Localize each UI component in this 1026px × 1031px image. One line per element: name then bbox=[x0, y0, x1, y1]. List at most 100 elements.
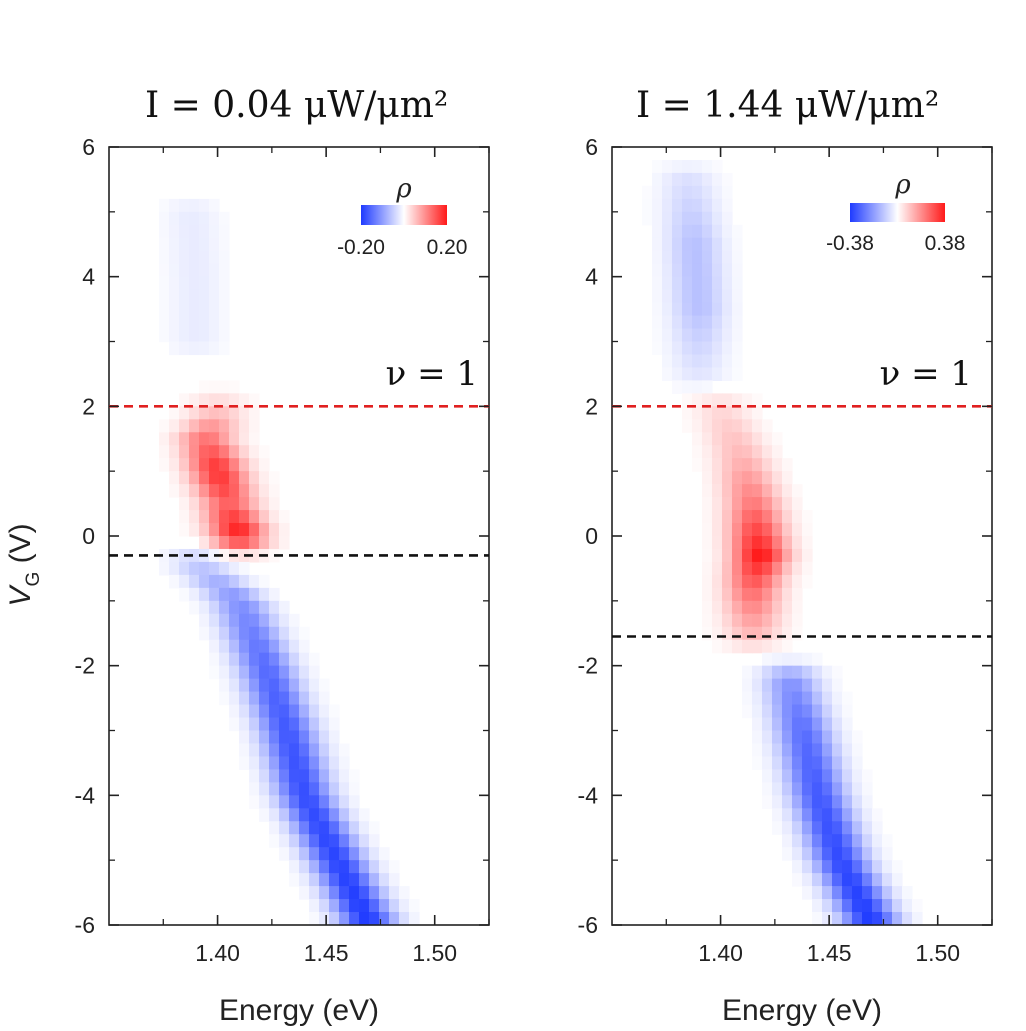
heatmap-cell bbox=[299, 665, 310, 680]
heatmap-cell bbox=[279, 795, 290, 809]
heatmap-cell bbox=[279, 834, 290, 848]
heatmap-cell bbox=[762, 419, 773, 433]
heatmap-cell bbox=[239, 445, 250, 459]
heatmap-cell bbox=[692, 406, 703, 420]
heatmap-cell bbox=[692, 315, 703, 330]
heatmap-cell bbox=[792, 795, 803, 809]
heatmap-cell bbox=[239, 510, 250, 524]
heatmap-cell bbox=[712, 626, 723, 641]
heatmap-cell bbox=[209, 224, 220, 239]
heatmap-cell bbox=[309, 834, 320, 848]
y-tick-label: 2 bbox=[82, 393, 95, 419]
heatmap-cell bbox=[339, 847, 350, 861]
heatmap-cell bbox=[782, 613, 793, 628]
heatmap-cell bbox=[722, 250, 733, 265]
heatmap-cell bbox=[852, 782, 863, 796]
heatmap-cell bbox=[872, 899, 883, 913]
heatmap-cell bbox=[229, 445, 240, 459]
heatmap-cell bbox=[862, 860, 873, 874]
heatmap-cell bbox=[259, 691, 270, 706]
heatmap-cell bbox=[792, 510, 803, 524]
heatmap-cell bbox=[812, 886, 823, 900]
heatmap-cell bbox=[369, 860, 380, 874]
heatmap-cell bbox=[159, 211, 170, 226]
heatmap-cell bbox=[722, 302, 733, 317]
heatmap-cell bbox=[712, 561, 723, 576]
heatmap-cell bbox=[712, 406, 723, 420]
heatmap-cell bbox=[209, 276, 220, 291]
heatmap-cell bbox=[712, 302, 723, 317]
heatmap-cell bbox=[702, 419, 713, 433]
heatmap-cell bbox=[349, 899, 360, 913]
heatmap-cell bbox=[209, 198, 220, 213]
heatmap-cell bbox=[359, 860, 370, 874]
heatmap-cell bbox=[299, 691, 310, 706]
heatmap-cell bbox=[732, 406, 743, 420]
y-tick-label: 4 bbox=[585, 264, 598, 290]
heatmap-cell bbox=[752, 587, 763, 602]
heatmap-cell bbox=[772, 769, 783, 783]
heatmap-cell bbox=[309, 886, 320, 900]
heatmap-cell bbox=[349, 821, 360, 835]
heatmap-cell bbox=[169, 302, 180, 317]
heatmap-cell bbox=[762, 458, 773, 472]
heatmap-cell bbox=[179, 471, 190, 485]
heatmap-cell bbox=[289, 665, 300, 680]
heatmap-cell bbox=[652, 250, 663, 265]
heatmap-cell bbox=[662, 367, 673, 381]
heatmap-cell bbox=[682, 354, 693, 369]
heatmap-cell bbox=[179, 458, 190, 472]
heatmap-cell bbox=[692, 445, 703, 459]
ticks-right: 1.40 1.45 1.50 6 4 2 0 -2 -4 -6 bbox=[578, 134, 993, 966]
heatmap-cell bbox=[289, 730, 300, 745]
heatmap-cell bbox=[712, 237, 723, 252]
heatmap-cell bbox=[169, 211, 180, 226]
reference-lines-left bbox=[109, 405, 489, 557]
heatmap-cell bbox=[289, 873, 300, 887]
heatmap-cell bbox=[672, 367, 683, 381]
heatmap-cell bbox=[642, 198, 653, 213]
heatmap-cell bbox=[239, 471, 250, 485]
heatmap-cell bbox=[762, 769, 773, 783]
heatmap-cell bbox=[772, 795, 783, 809]
heatmap-cell bbox=[852, 886, 863, 900]
heatmap-cell bbox=[279, 730, 290, 745]
heatmap-cell bbox=[259, 484, 270, 498]
heatmap-cell bbox=[692, 380, 703, 394]
heatmap-cell bbox=[772, 691, 783, 706]
heatmap-cell bbox=[852, 860, 863, 874]
heatmap-cell bbox=[219, 289, 230, 304]
heatmap-cell bbox=[712, 587, 723, 602]
heatmap-cell bbox=[159, 198, 170, 213]
heatmap-cell bbox=[359, 899, 370, 913]
heatmap-cell bbox=[892, 860, 903, 874]
heatmap-cell bbox=[792, 587, 803, 602]
heatmap-cell bbox=[722, 497, 733, 511]
heatmap-cell bbox=[692, 172, 703, 187]
heatmap-cell bbox=[239, 574, 250, 589]
heatmap-cell bbox=[199, 587, 210, 602]
heatmap-cell bbox=[852, 756, 863, 770]
heatmap-cell bbox=[189, 328, 200, 343]
heatmap-cell bbox=[259, 458, 270, 472]
heatmap-cell bbox=[329, 756, 340, 770]
heatmap-cell bbox=[239, 484, 250, 498]
heatmap-cell bbox=[249, 704, 260, 719]
heatmap-cell bbox=[189, 393, 200, 407]
heatmap-cell bbox=[722, 367, 733, 381]
heatmap-cell bbox=[209, 237, 220, 252]
heatmap-cell bbox=[279, 769, 290, 783]
heatmap-cell bbox=[862, 847, 873, 861]
heatmap-cell bbox=[259, 808, 270, 822]
heatmap-cell bbox=[209, 665, 220, 680]
heatmap-cell bbox=[229, 639, 240, 654]
heatmap-cell bbox=[702, 185, 713, 200]
heatmap-cell bbox=[209, 393, 220, 407]
heatmap-cell bbox=[752, 626, 763, 641]
heatmap-cell bbox=[772, 574, 783, 589]
heatmap-cell bbox=[249, 536, 260, 550]
heatmap-cell bbox=[269, 821, 280, 835]
heatmap-cell bbox=[792, 834, 803, 848]
heatmap-cell bbox=[249, 445, 260, 459]
heatmap-cell bbox=[682, 289, 693, 304]
